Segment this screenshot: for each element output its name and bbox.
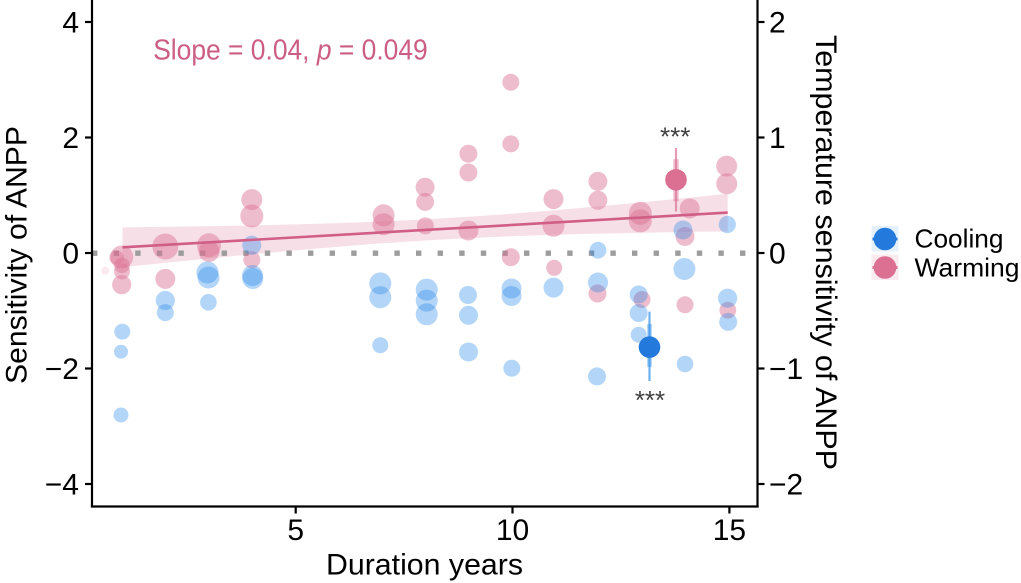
svg-text:***: *** xyxy=(660,121,690,151)
svg-text:−1: −1 xyxy=(769,353,803,386)
svg-text:−2: −2 xyxy=(45,353,79,386)
svg-text:−2: −2 xyxy=(769,469,803,502)
svg-text:Cooling: Cooling xyxy=(915,224,1004,254)
svg-text:−4: −4 xyxy=(45,469,79,502)
svg-text:0: 0 xyxy=(769,238,786,271)
svg-text:15: 15 xyxy=(713,514,746,547)
svg-text:Slope = 0.04, p = 0.049: Slope = 0.04, p = 0.049 xyxy=(153,33,428,65)
svg-text:Warming: Warming xyxy=(915,253,1020,283)
svg-text:Duration years: Duration years xyxy=(326,548,523,581)
svg-text:0: 0 xyxy=(62,238,79,271)
svg-text:1: 1 xyxy=(769,122,786,155)
svg-text:5: 5 xyxy=(287,514,304,547)
svg-text:***: *** xyxy=(635,385,665,415)
svg-text:Sensitivity of ANPP: Sensitivity of ANPP xyxy=(1,126,34,384)
svg-text:2: 2 xyxy=(62,122,79,155)
svg-text:Temperature sensitivity of ANP: Temperature sensitivity of ANPP xyxy=(809,35,842,470)
svg-text:2: 2 xyxy=(769,7,786,40)
svg-text:10: 10 xyxy=(496,514,529,547)
svg-text:4: 4 xyxy=(62,7,79,40)
